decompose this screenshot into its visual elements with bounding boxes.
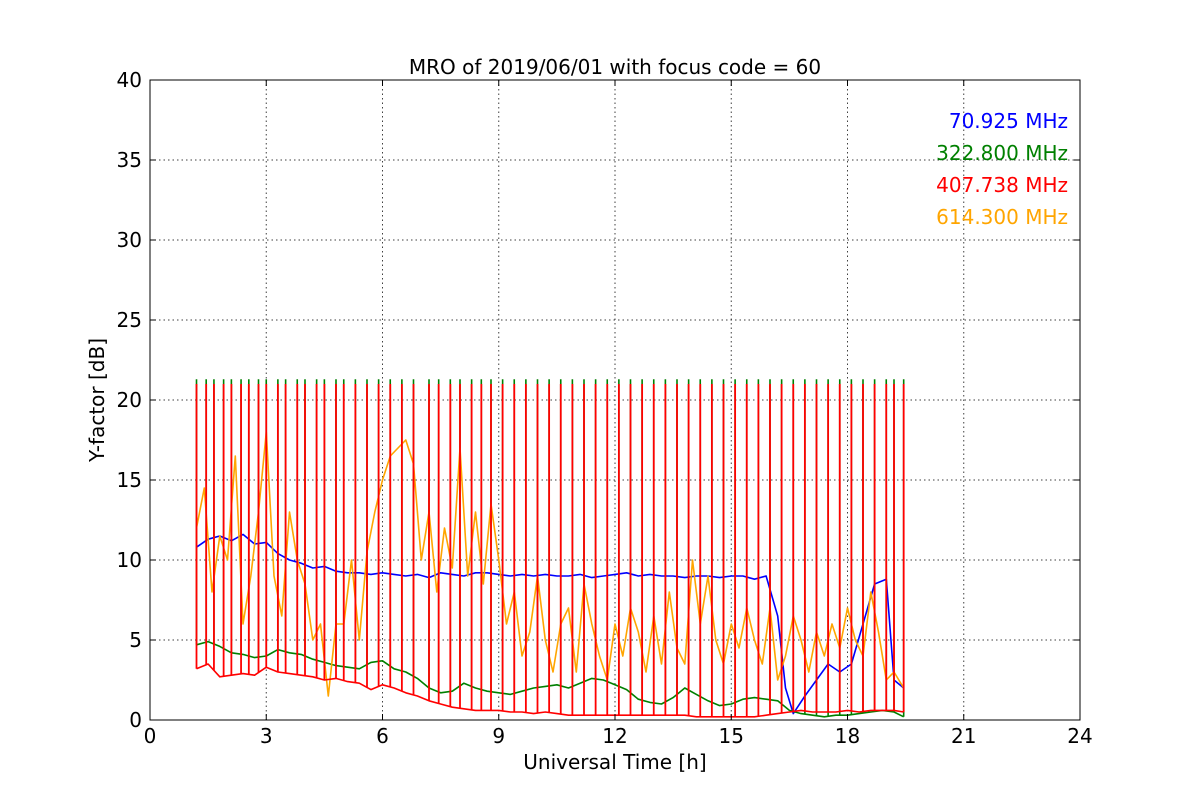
y-tick-label: 20: [117, 388, 142, 412]
series-line: [196, 663, 904, 718]
series-layer: [195, 379, 905, 718]
legend-entry: 614.300 MHz: [936, 205, 1068, 229]
y-tick-label: 0: [129, 708, 142, 732]
x-tick-label: 18: [835, 724, 860, 748]
series-line: [196, 640, 905, 718]
y-tick-label: 35: [117, 148, 142, 172]
y-tick-label: 25: [117, 308, 142, 332]
x-tick-label: 6: [376, 724, 389, 748]
x-tick-label: 12: [602, 724, 627, 748]
x-tick-label: 15: [719, 724, 744, 748]
chart-title: MRO of 2019/06/01 with focus code = 60: [409, 55, 821, 79]
x-tick-label: 0: [144, 724, 157, 748]
ticks: 0 3 6 9 12 15 18 21 24 0 5 10 15 20 25 30 35 40: [117, 68, 1093, 748]
y-tick-label: 5: [129, 628, 142, 652]
x-tick-label: 21: [951, 724, 976, 748]
x-tick-label: 24: [1067, 724, 1092, 748]
x-tick-label: 3: [260, 724, 273, 748]
y-tick-label: 10: [117, 548, 142, 572]
y-tick-label: 30: [117, 228, 142, 252]
y-tick-label: 15: [117, 468, 142, 492]
legend-entry: 322.800 MHz: [936, 141, 1068, 165]
y-axis-label: Y-factor [dB]: [85, 338, 109, 463]
x-axis-label: Universal Time [h]: [523, 750, 706, 774]
legend: 70.925 MHz 322.800 MHz 407.738 MHz 614.300 …: [936, 109, 1068, 229]
legend-entry: 407.738 MHz: [936, 173, 1068, 197]
y-tick-label: 40: [117, 68, 142, 92]
legend-entry: 70.925 MHz: [949, 109, 1068, 133]
series-407-738-mhz: [195, 384, 905, 718]
x-tick-label: 9: [492, 724, 505, 748]
